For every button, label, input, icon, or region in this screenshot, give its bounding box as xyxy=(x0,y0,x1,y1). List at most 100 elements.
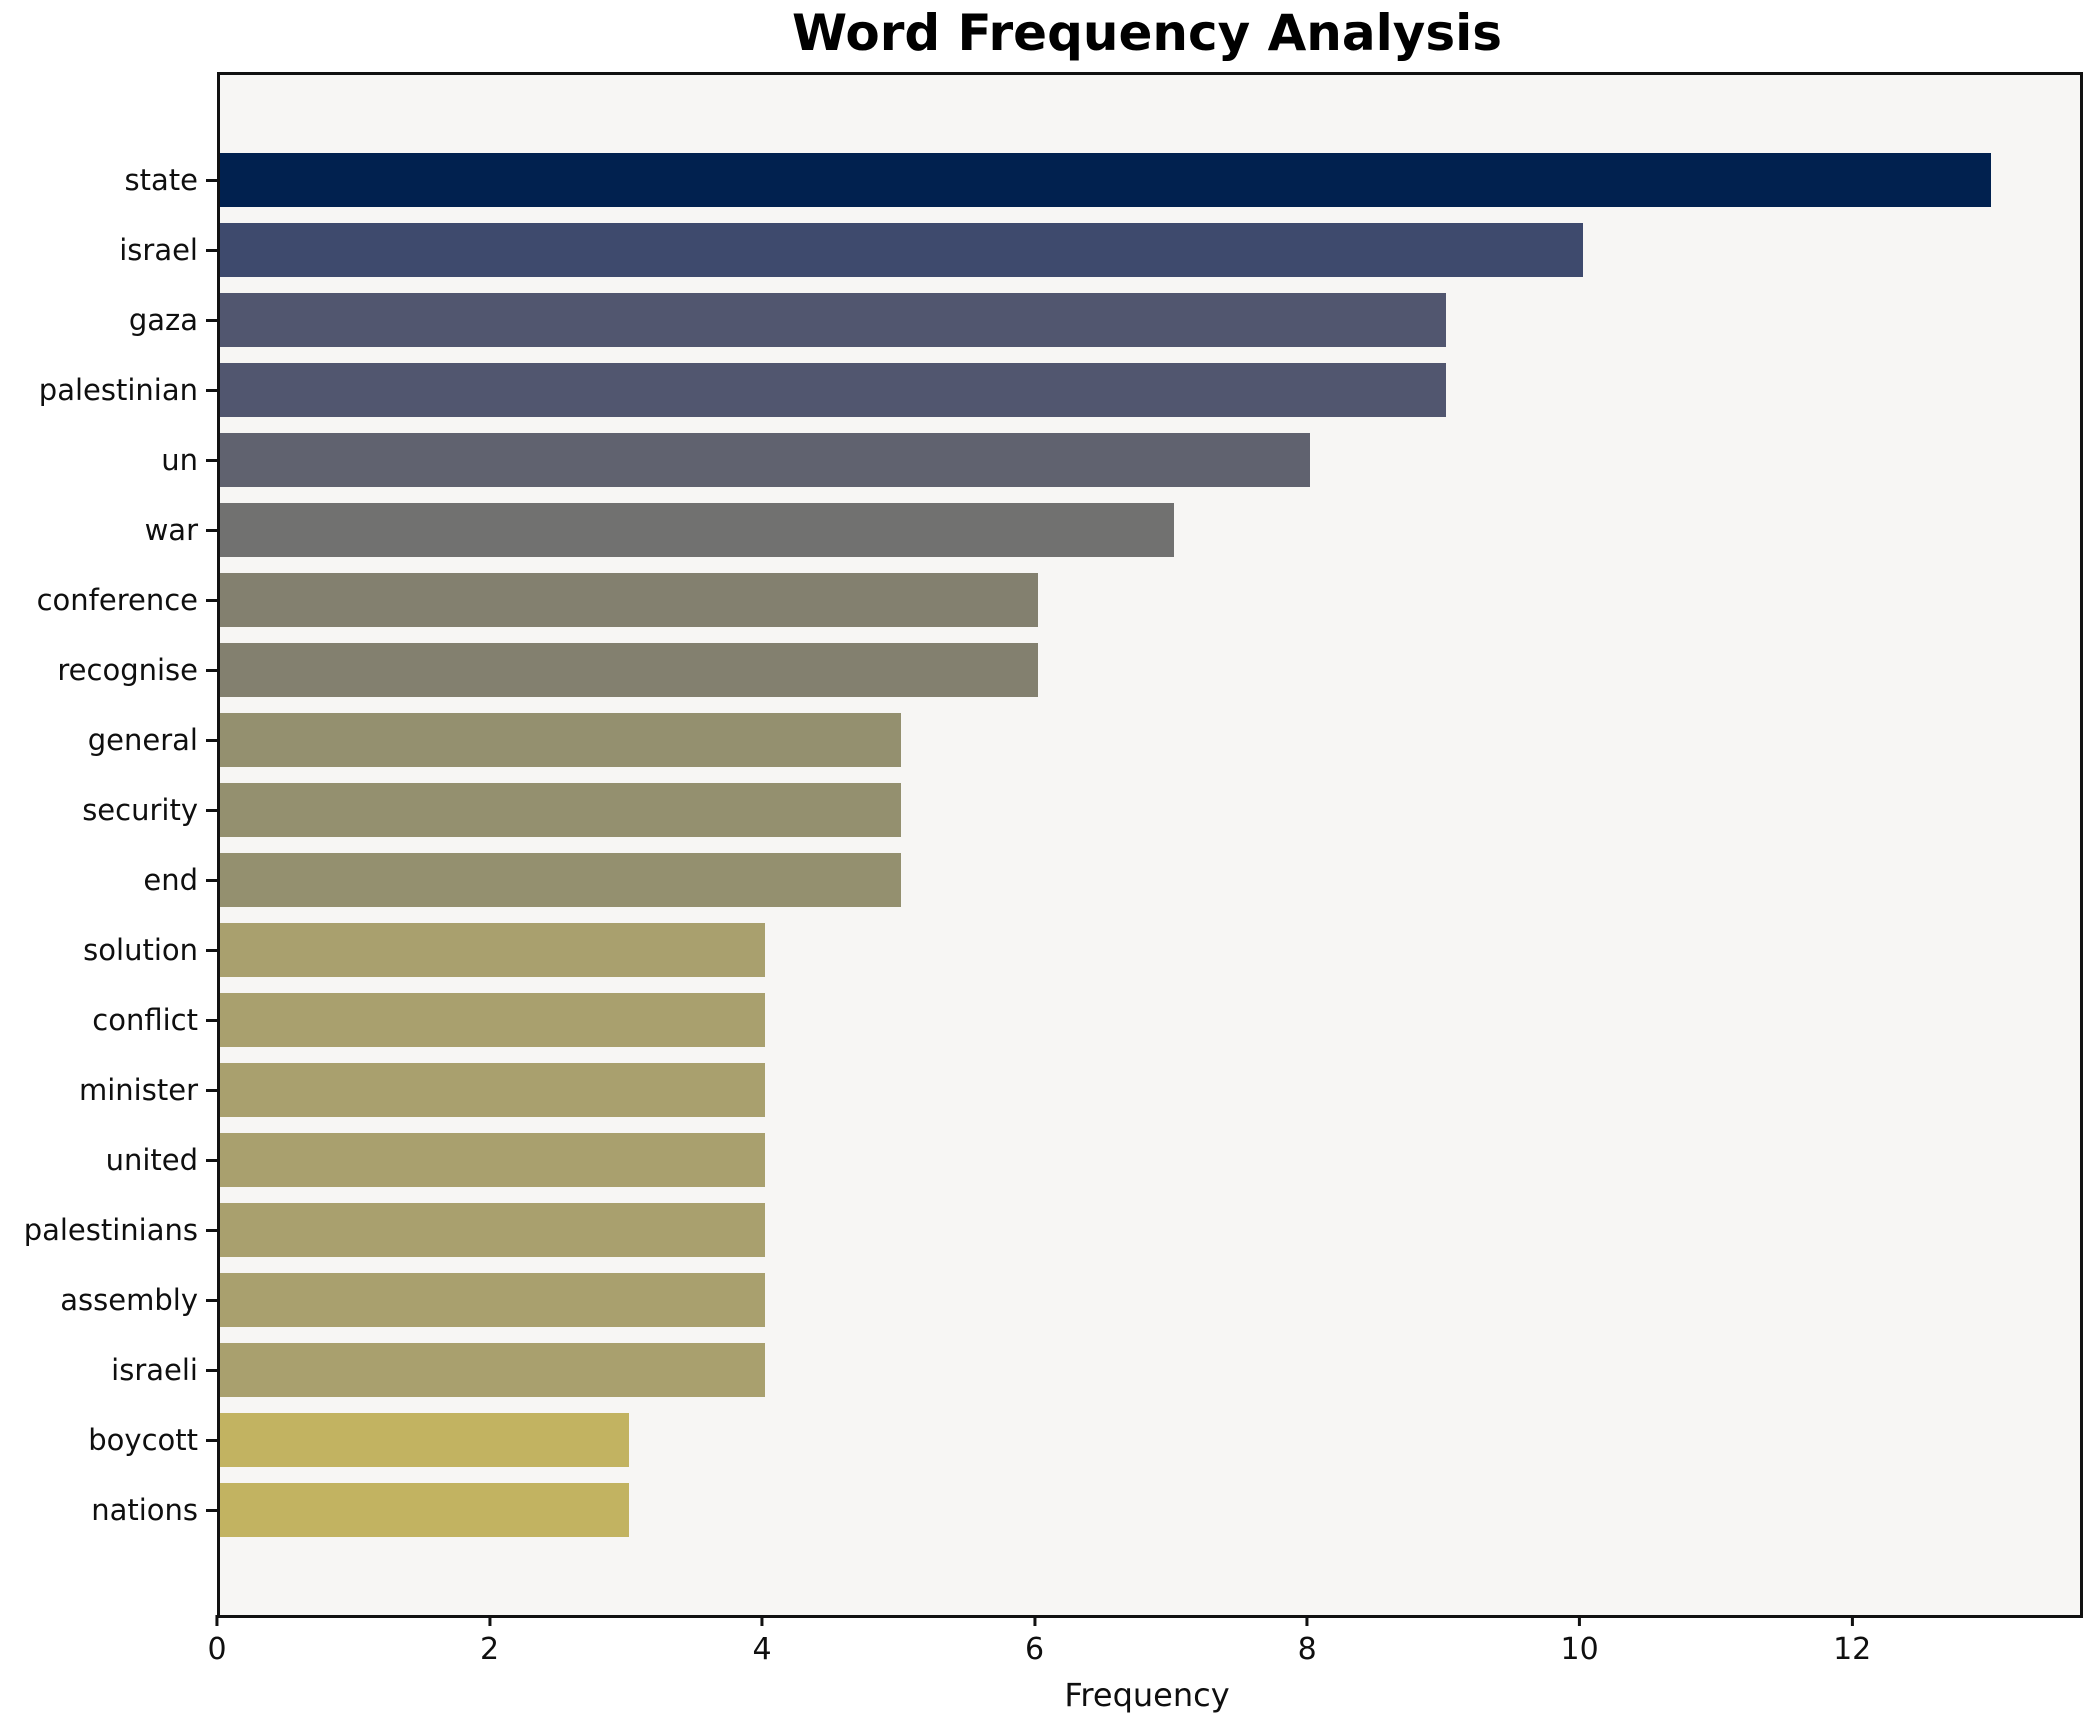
bar-state xyxy=(220,153,1992,207)
y-axis-labels: state israel gaza palestinian un war conferenc… xyxy=(0,75,217,1615)
y-label-row: minister xyxy=(0,1055,217,1125)
bar-conference xyxy=(220,573,1038,627)
y-axis-label: end xyxy=(143,863,198,897)
x-tick-mark xyxy=(1850,1615,1854,1626)
bar-palestinian xyxy=(220,363,1447,417)
y-axis-label: state xyxy=(124,163,198,197)
bar-row xyxy=(220,845,2080,915)
bar-row xyxy=(220,1125,2080,1195)
bar-israeli xyxy=(220,1343,766,1397)
y-label-row: boycott xyxy=(0,1405,217,1475)
y-label-row: gaza xyxy=(0,285,217,355)
y-axis-label: general xyxy=(87,723,198,757)
x-tick-label: 0 xyxy=(207,1632,227,1667)
y-tick-mark xyxy=(206,1018,217,1022)
bar-row xyxy=(220,215,2080,285)
y-label-row: solution xyxy=(0,915,217,985)
y-label-row: united xyxy=(0,1125,217,1195)
bar-minister xyxy=(220,1063,766,1117)
bar-end xyxy=(220,853,902,907)
x-tick-label: 10 xyxy=(1560,1632,1599,1667)
y-label-row: war xyxy=(0,495,217,565)
bar-row xyxy=(220,565,2080,635)
y-label-row: assembly xyxy=(0,1265,217,1335)
x-tick-mark xyxy=(488,1615,492,1626)
bar-row xyxy=(220,285,2080,355)
bar-recognise xyxy=(220,643,1038,697)
y-tick-mark xyxy=(206,318,217,322)
bar-row xyxy=(220,1405,2080,1475)
y-axis-label: minister xyxy=(79,1073,198,1107)
y-tick-mark xyxy=(206,668,217,672)
x-tick: 4 xyxy=(753,1615,772,1667)
x-tick: 0 xyxy=(207,1615,227,1667)
bar-row xyxy=(220,1335,2080,1405)
x-tick-label: 8 xyxy=(1297,1632,1317,1667)
bar-row xyxy=(220,425,2080,495)
y-tick-mark xyxy=(206,388,217,392)
bar-row xyxy=(220,705,2080,775)
x-tick-label: 12 xyxy=(1833,1632,1872,1667)
x-axis-ticks: 0 2 4 6 8 10 12 xyxy=(207,1615,2077,1677)
y-axis-label: security xyxy=(82,793,198,827)
y-tick-mark xyxy=(206,738,217,742)
bar-general xyxy=(220,713,902,767)
y-label-row: un xyxy=(0,425,217,495)
x-tick-mark xyxy=(215,1615,219,1626)
bar-row xyxy=(220,775,2080,845)
y-axis-label: recognise xyxy=(57,653,198,687)
y-label-row: israel xyxy=(0,215,217,285)
bar-row xyxy=(220,355,2080,425)
x-tick-mark xyxy=(760,1615,764,1626)
x-tick-label: 6 xyxy=(1025,1632,1045,1667)
bar-boycott xyxy=(220,1413,629,1467)
y-tick-mark xyxy=(206,1368,217,1372)
x-tick: 10 xyxy=(1561,1615,1599,1667)
plot-area xyxy=(217,72,2083,1618)
x-tick: 2 xyxy=(480,1615,499,1667)
bar-gaza xyxy=(220,293,1447,347)
y-label-row: palestinian xyxy=(0,355,217,425)
bar-palestinians xyxy=(220,1203,766,1257)
y-tick-mark xyxy=(206,1298,217,1302)
bar-row xyxy=(220,145,2080,215)
x-tick-mark xyxy=(1578,1615,1582,1626)
y-tick-mark xyxy=(206,1088,217,1092)
y-label-row: general xyxy=(0,705,217,775)
y-axis-label: palestinian xyxy=(38,373,198,407)
x-tick: 12 xyxy=(1833,1615,1871,1667)
bar-row xyxy=(220,915,2080,985)
y-label-row: conference xyxy=(0,565,217,635)
y-tick-mark xyxy=(206,248,217,252)
y-axis-label: conference xyxy=(36,583,198,617)
x-tick-mark xyxy=(1305,1615,1309,1626)
y-label-row: palestinians xyxy=(0,1195,217,1265)
y-axis-label: gaza xyxy=(128,303,198,337)
x-tick: 8 xyxy=(1298,1615,1317,1667)
x-tick: 6 xyxy=(1025,1615,1044,1667)
y-label-row: israeli xyxy=(0,1335,217,1405)
y-tick-mark xyxy=(206,1158,217,1162)
y-axis-label: solution xyxy=(83,933,198,967)
y-tick-mark xyxy=(206,458,217,462)
y-tick-mark xyxy=(206,808,217,812)
bar-security xyxy=(220,783,902,837)
y-axis-label: war xyxy=(144,513,198,547)
y-axis-label: boycott xyxy=(88,1423,198,1457)
y-axis-label: palestinians xyxy=(23,1213,198,1247)
y-axis-label: israel xyxy=(119,233,198,267)
y-tick-mark xyxy=(206,598,217,602)
y-tick-mark xyxy=(206,1438,217,1442)
y-tick-mark xyxy=(206,878,217,882)
bar-conflict xyxy=(220,993,766,1047)
x-tick-mark xyxy=(1033,1615,1037,1626)
bar-row xyxy=(220,1195,2080,1265)
bar-united xyxy=(220,1133,766,1187)
x-axis-title: Frequency xyxy=(1064,1676,1230,1714)
bar-row xyxy=(220,1475,2080,1545)
bars-container xyxy=(220,75,2080,1615)
bar-nations xyxy=(220,1483,629,1537)
bar-row xyxy=(220,1055,2080,1125)
y-tick-mark xyxy=(206,528,217,532)
